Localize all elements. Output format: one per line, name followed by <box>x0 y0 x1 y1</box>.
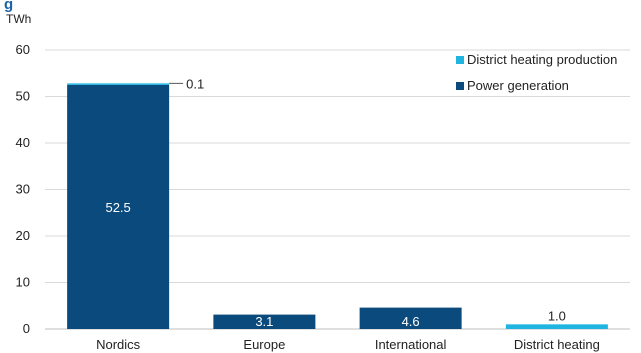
y-axis-unit-label: TWh <box>6 12 31 26</box>
x-category-label: District heating <box>514 337 600 352</box>
y-tick-label: 30 <box>16 182 30 197</box>
legend-label: Power generation <box>467 78 569 93</box>
data-label-district-heating: 0.1 <box>186 76 204 91</box>
data-label-power-generation: 4.6 <box>402 314 420 329</box>
bar-district-heating-production <box>67 83 170 85</box>
y-tick-label: 50 <box>16 89 30 104</box>
data-label-district-heating: 1.0 <box>548 308 566 323</box>
x-category-label: Europe <box>243 337 285 352</box>
bar-power-generation <box>67 84 170 329</box>
y-tick-label: 10 <box>16 275 30 290</box>
bars <box>67 83 608 329</box>
legend-label: District heating production <box>467 52 617 67</box>
data-labels: 52.5 0.1 3.1 4.6 1.0 <box>105 76 565 329</box>
y-tick-label: 20 <box>16 228 30 243</box>
bar-power-generation <box>213 314 316 329</box>
data-label-power-generation: 52.5 <box>105 200 130 215</box>
bar-district-heating-production <box>505 324 608 329</box>
y-tick-label: 0 <box>23 321 30 336</box>
x-category-label: International <box>375 337 447 352</box>
y-tick-label: 40 <box>16 135 30 150</box>
y-tick-label: 60 <box>16 42 30 57</box>
chart-title: g <box>4 0 13 13</box>
legend-swatch <box>456 56 464 64</box>
legend-swatch <box>456 82 464 90</box>
legend: District heating production Power generat… <box>456 52 617 93</box>
y-axis-ticks: 0 10 20 30 40 50 60 <box>16 42 30 336</box>
x-category-label: Nordics <box>96 337 141 352</box>
x-axis-categories: Nordics Europe International District heati… <box>96 337 600 352</box>
bar-power-generation <box>359 307 462 329</box>
data-label-power-generation: 3.1 <box>255 314 273 329</box>
